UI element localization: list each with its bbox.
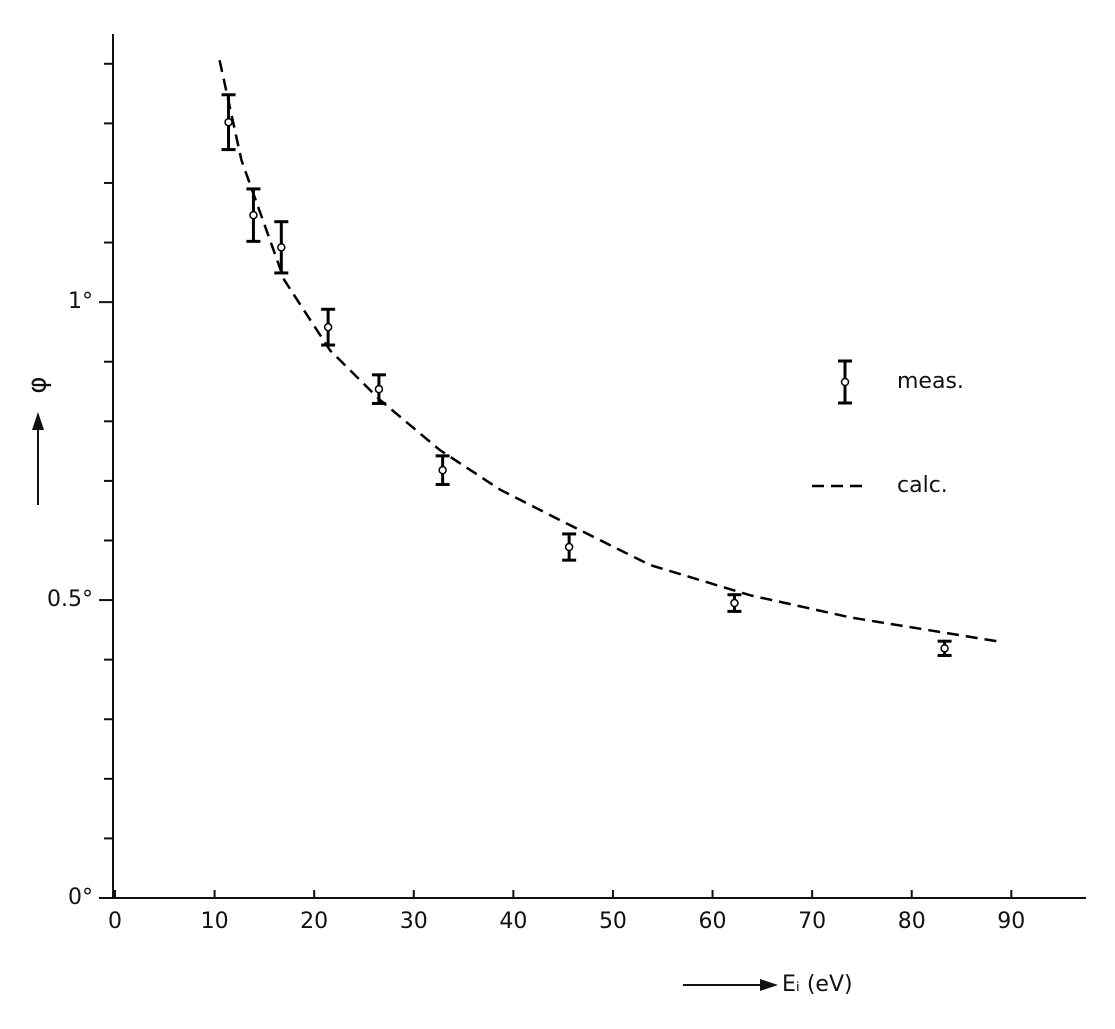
calc-line bbox=[218, 59, 1001, 644]
y-tick-label: 1° bbox=[68, 289, 93, 314]
x-tick-label: 20 bbox=[300, 909, 328, 934]
y-tick-label: 0.5° bbox=[47, 587, 93, 612]
x-tick-label: 30 bbox=[400, 909, 428, 934]
x-axis-label: Eᵢ (eV) bbox=[782, 972, 853, 997]
x-tick-label: 70 bbox=[798, 909, 826, 934]
axis-labels: φ Eᵢ (eV) bbox=[23, 376, 853, 997]
point bbox=[374, 384, 384, 394]
y-tick-label: 0° bbox=[68, 885, 93, 910]
y-arrow-head bbox=[32, 412, 44, 430]
legend-point bbox=[840, 377, 850, 387]
x-tick-label: 40 bbox=[499, 909, 527, 934]
point bbox=[224, 117, 233, 127]
point bbox=[323, 322, 333, 332]
x-tick-label: 50 bbox=[599, 909, 627, 934]
point bbox=[277, 243, 286, 252]
point bbox=[438, 465, 447, 475]
point bbox=[249, 210, 258, 220]
x-tick-label: 60 bbox=[699, 909, 727, 934]
point bbox=[730, 598, 739, 608]
x-arrow-head bbox=[760, 979, 778, 991]
x-tick-label: 80 bbox=[898, 909, 926, 934]
legend-label: calc. bbox=[897, 473, 948, 498]
x-tick-label: 10 bbox=[201, 909, 229, 934]
x-tick-label: 90 bbox=[997, 909, 1025, 934]
point bbox=[940, 644, 949, 653]
y-axis-label: φ bbox=[23, 376, 53, 393]
point bbox=[564, 542, 574, 552]
x-tick-label: 0 bbox=[108, 909, 122, 934]
legend-label: meas. bbox=[897, 369, 964, 394]
